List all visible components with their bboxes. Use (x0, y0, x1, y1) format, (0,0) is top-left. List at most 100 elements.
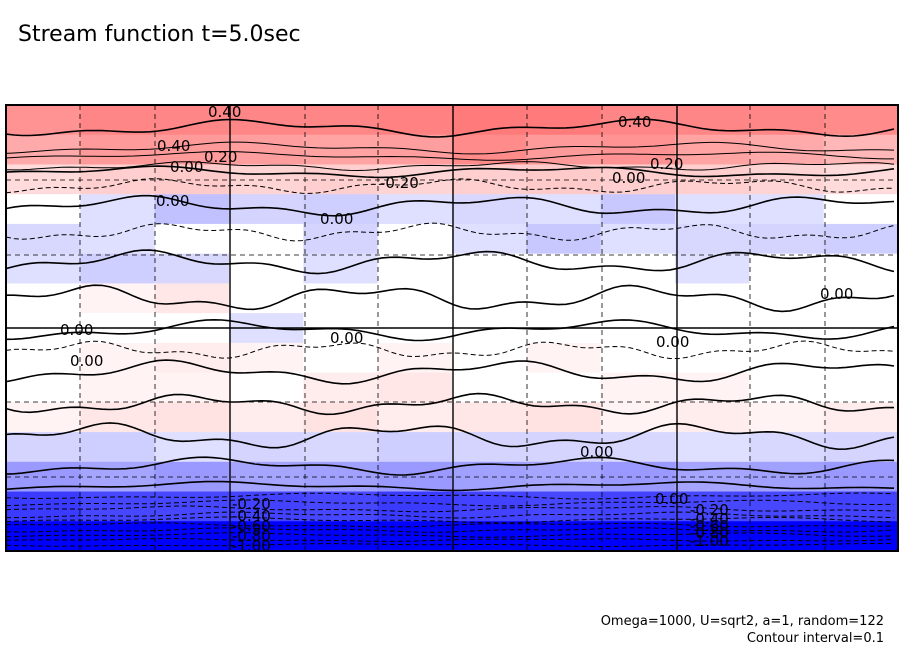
contour-label: -0.20 (380, 174, 419, 192)
contour-label: 0.00 (656, 333, 689, 351)
contour-cell (303, 223, 379, 255)
contour-label: -0.80 (690, 524, 729, 542)
contour-label: -0.60 (690, 517, 729, 535)
contour-cell (154, 342, 230, 374)
negative-contour-line (6, 511, 895, 519)
contour-cell (526, 223, 602, 255)
contour-label: -0.40 (232, 507, 271, 525)
contour-label: 0.00 (156, 192, 189, 210)
contour-cell (377, 402, 453, 434)
contour-line (6, 392, 894, 416)
contour-cell (675, 432, 751, 463)
contour-line (6, 141, 895, 155)
negative-contour-line (6, 178, 894, 194)
contour-cell (452, 521, 528, 551)
contour-cell (154, 283, 230, 315)
contour-line (6, 284, 895, 313)
negative-contour-line (6, 340, 895, 360)
contour-cell (452, 432, 528, 463)
contour-cell (229, 283, 305, 315)
contour-cell (452, 342, 528, 374)
contour-label: -0.40 (690, 510, 729, 528)
contour-cell (80, 372, 156, 404)
contour-cell (452, 223, 528, 255)
negative-contour-line (6, 543, 895, 547)
contour-label: 0.20 (204, 148, 237, 166)
contour-cell (526, 283, 602, 315)
contour-cell (303, 194, 379, 225)
contour-cell (80, 432, 156, 463)
contour-cell (675, 342, 751, 374)
contour-cell (6, 432, 82, 463)
contour-cell (229, 223, 305, 255)
chart-title: Stream function t=5.0sec (18, 22, 301, 47)
contour-cell (452, 372, 528, 404)
contour-label: 0.00 (70, 352, 103, 370)
contour-label: 0.40 (618, 113, 651, 131)
contour-line (6, 480, 895, 492)
contour-label: -1.00 (232, 537, 271, 555)
contour-label: -0.20 (232, 495, 271, 513)
contour-cell (675, 372, 751, 404)
contour-cell (154, 521, 230, 551)
contour-cell (749, 134, 825, 166)
contour-line-layer (6, 118, 895, 547)
contour-cell (6, 253, 82, 285)
contour-cell (526, 521, 602, 551)
contour-cell (749, 432, 825, 463)
contour-cell (154, 134, 230, 166)
contour-cell (452, 134, 528, 166)
contour-cell (600, 223, 676, 255)
contour-label: -1.00 (690, 532, 729, 550)
contour-cell (600, 402, 676, 434)
contour-cell (229, 253, 305, 285)
contour-cell (229, 402, 305, 434)
negative-contour-line (6, 532, 895, 538)
contour-cell (452, 105, 528, 136)
contour-label: 0.00 (655, 490, 688, 508)
contour-cell (80, 342, 156, 374)
contour-cell (6, 283, 82, 315)
contour-cell (600, 342, 676, 374)
contour-label: 0.00 (612, 169, 645, 187)
contour-cell (303, 432, 379, 463)
contour-cell (749, 194, 825, 225)
contour-cell (526, 134, 602, 166)
contour-cell (675, 223, 751, 255)
contour-cell (675, 134, 751, 166)
contour-cell (377, 223, 453, 255)
contour-line (6, 359, 895, 385)
contour-cell (154, 194, 230, 225)
grid-layer (6, 105, 898, 551)
contour-cell (154, 372, 230, 404)
negative-contour-line (6, 522, 895, 528)
contour-cell (229, 134, 305, 166)
contour-cell (452, 283, 528, 315)
contour-cell (80, 402, 156, 434)
contour-cell (675, 402, 751, 434)
contour-cell (377, 194, 453, 225)
negative-contour-line (6, 505, 895, 513)
contour-cell (452, 253, 528, 285)
contour-cell (823, 432, 898, 463)
negative-contour-line (6, 516, 895, 524)
contour-cell (823, 372, 898, 404)
contour-cell (6, 134, 82, 166)
contour-label: 0.00 (170, 158, 203, 176)
contour-cell (600, 134, 676, 166)
contour-line (6, 194, 895, 217)
contour-cell (6, 105, 82, 136)
negative-contour-line (6, 538, 895, 542)
contour-label: 0.40 (157, 137, 190, 155)
contour-label: 0.00 (820, 285, 853, 303)
contour-cell (749, 521, 825, 551)
contour-cell (749, 372, 825, 404)
contour-label: 0.00 (60, 321, 93, 339)
contour-cell (749, 342, 825, 374)
contour-cell (80, 253, 156, 285)
contour-cell (823, 521, 898, 551)
contour-label: 0.00 (320, 210, 353, 228)
contour-cell (749, 402, 825, 434)
negative-contour-line (6, 222, 895, 242)
